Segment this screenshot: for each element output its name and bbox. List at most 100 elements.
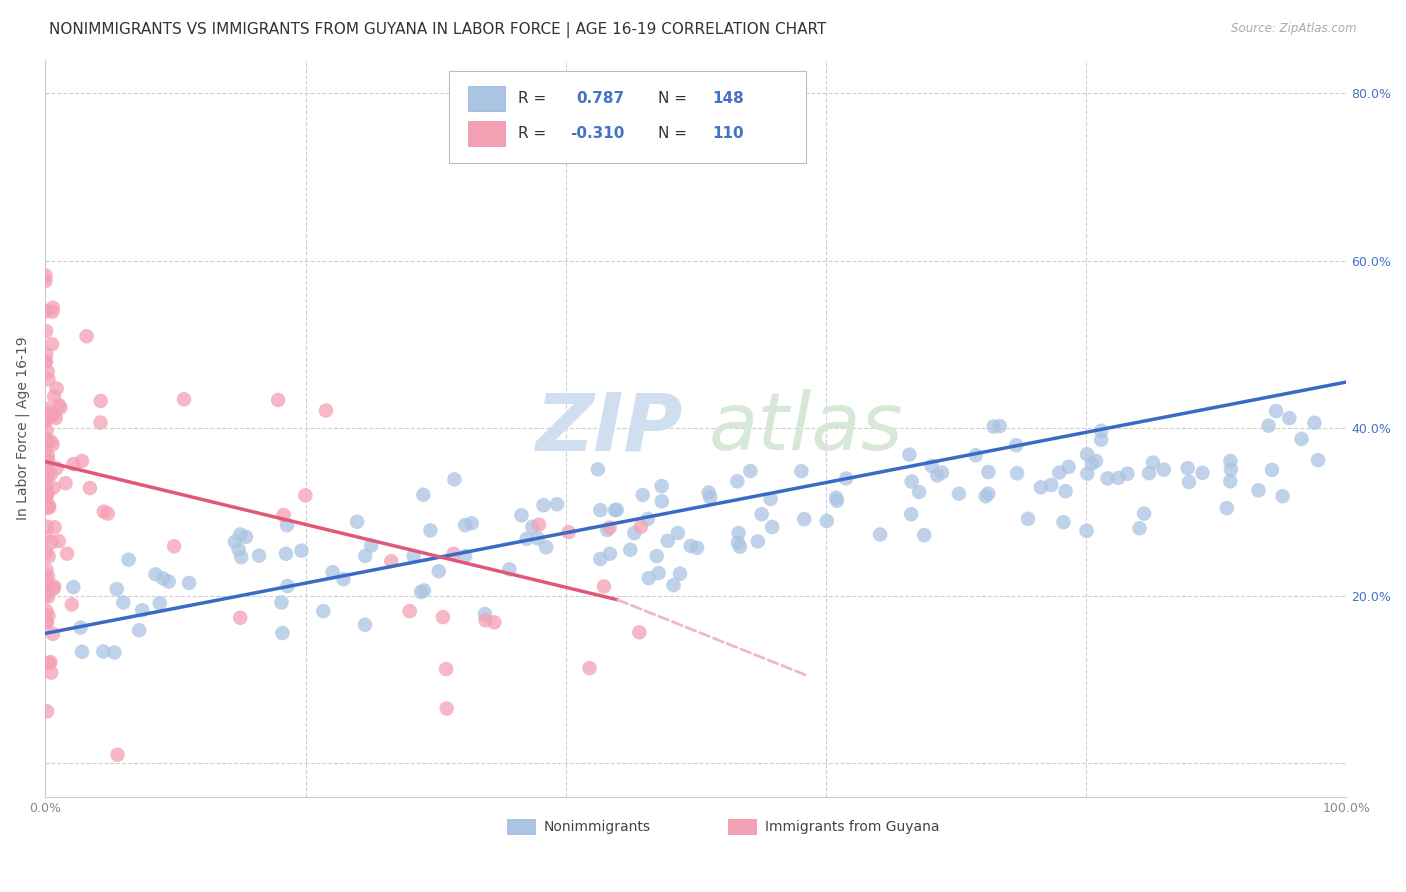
Point xyxy=(34,268,56,283)
Point xyxy=(725,475,748,489)
Point xyxy=(34,304,56,318)
Point xyxy=(117,552,139,566)
Point xyxy=(37,519,59,533)
Point xyxy=(1133,507,1156,521)
Point xyxy=(224,534,246,549)
Text: Source: ZipAtlas.com: Source: ZipAtlas.com xyxy=(1232,22,1357,36)
Point xyxy=(412,488,434,502)
Point xyxy=(42,301,65,315)
Point xyxy=(461,516,484,531)
Point xyxy=(37,365,59,379)
Text: N =: N = xyxy=(658,91,688,106)
Point xyxy=(728,540,751,554)
Point xyxy=(443,472,465,486)
Point xyxy=(37,704,59,718)
Point xyxy=(1306,453,1329,467)
Point xyxy=(322,565,344,579)
Text: 148: 148 xyxy=(713,91,744,106)
Point xyxy=(900,475,922,489)
Point xyxy=(35,354,58,368)
Point xyxy=(332,572,354,586)
Point xyxy=(586,462,609,476)
Point xyxy=(76,329,98,343)
Point xyxy=(48,398,70,412)
Point xyxy=(149,596,172,610)
Point xyxy=(34,589,56,603)
Point xyxy=(510,508,533,523)
Text: 110: 110 xyxy=(713,126,744,141)
Point xyxy=(231,550,253,565)
Point xyxy=(34,431,56,445)
Point xyxy=(42,580,65,594)
Point xyxy=(1291,432,1313,446)
Point xyxy=(419,524,441,538)
Point xyxy=(1084,454,1107,468)
Point xyxy=(34,413,56,427)
Point xyxy=(35,545,58,559)
Point xyxy=(34,460,56,475)
Point xyxy=(89,416,111,430)
Text: R =: R = xyxy=(517,91,546,106)
Point xyxy=(79,481,101,495)
Point xyxy=(637,571,659,585)
Point xyxy=(35,434,58,449)
Point xyxy=(1137,466,1160,480)
Point xyxy=(37,454,59,468)
Point xyxy=(270,595,292,609)
Point xyxy=(35,615,58,629)
Point xyxy=(1107,471,1129,485)
Point xyxy=(557,525,579,540)
Point xyxy=(1219,475,1241,489)
Point xyxy=(474,613,496,627)
Point xyxy=(271,626,294,640)
Point xyxy=(37,569,59,583)
Bar xyxy=(508,819,536,835)
Point xyxy=(177,576,200,591)
Point xyxy=(152,572,174,586)
FancyBboxPatch shape xyxy=(449,70,807,163)
Point xyxy=(105,582,128,596)
Text: NONIMMIGRANTS VS IMMIGRANTS FROM GUYANA IN LABOR FORCE | AGE 16-19 CORRELATION C: NONIMMIGRANTS VS IMMIGRANTS FROM GUYANA … xyxy=(49,22,827,38)
Point xyxy=(90,393,112,408)
Point xyxy=(1278,411,1301,425)
Point xyxy=(70,454,93,468)
Point xyxy=(34,354,56,368)
Point xyxy=(645,549,668,563)
Point xyxy=(927,468,949,483)
Point xyxy=(354,549,377,563)
Bar xyxy=(468,120,505,145)
Point xyxy=(55,476,77,491)
Point xyxy=(498,562,520,576)
Point xyxy=(35,412,58,426)
Point xyxy=(312,604,335,618)
Point xyxy=(1216,501,1239,516)
Point xyxy=(647,566,669,580)
Point xyxy=(527,517,550,532)
Point xyxy=(42,627,65,641)
Point xyxy=(35,464,58,478)
Point xyxy=(593,579,616,593)
Point xyxy=(983,419,1005,434)
Point xyxy=(900,507,922,521)
Point xyxy=(1057,459,1080,474)
Point xyxy=(38,500,60,515)
Point xyxy=(35,324,58,338)
Point xyxy=(34,585,56,599)
Point xyxy=(908,485,931,500)
Point xyxy=(35,615,58,630)
Point xyxy=(484,615,506,630)
Text: atlas: atlas xyxy=(709,389,904,467)
Point xyxy=(1153,463,1175,477)
Point xyxy=(1177,461,1199,475)
Point xyxy=(34,449,56,463)
Point xyxy=(761,520,783,534)
Point xyxy=(974,489,997,503)
Point xyxy=(38,549,60,564)
Point xyxy=(651,479,673,493)
Point xyxy=(1090,424,1112,438)
Point xyxy=(948,487,970,501)
Point xyxy=(163,539,186,553)
Point xyxy=(790,464,813,478)
Point xyxy=(49,401,72,415)
Point xyxy=(346,515,368,529)
